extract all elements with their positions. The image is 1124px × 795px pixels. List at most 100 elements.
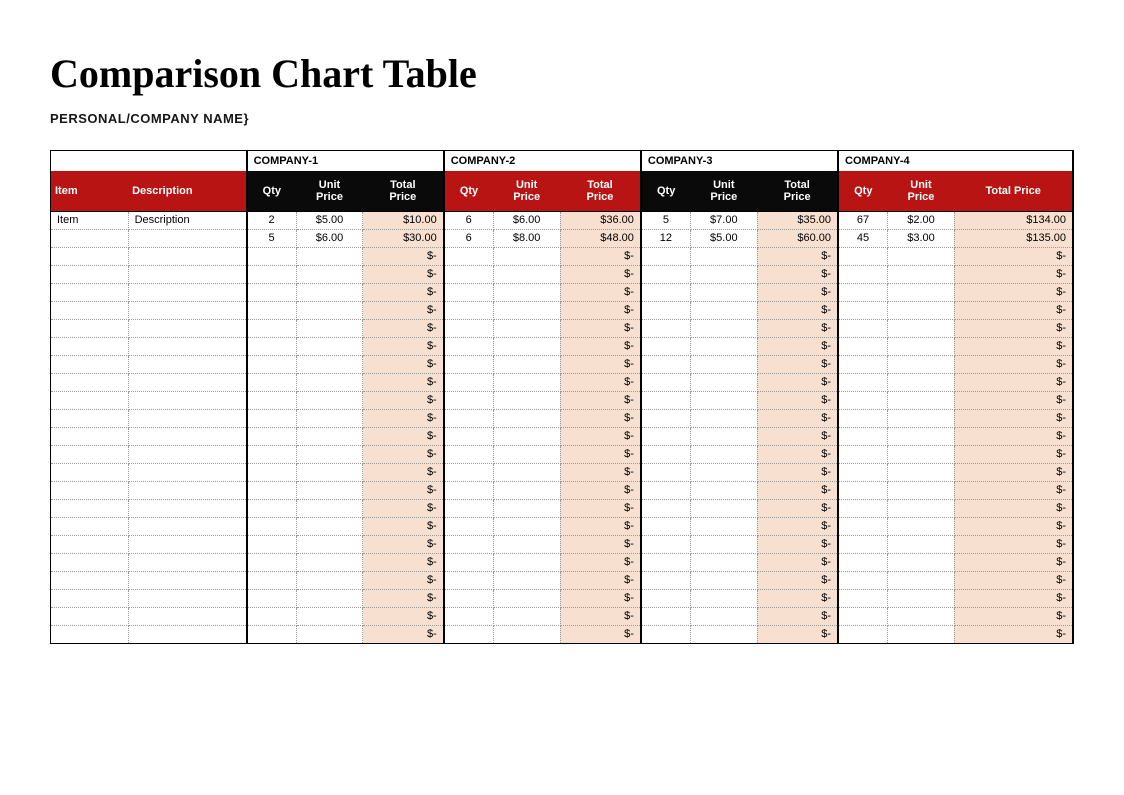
cell-unit-c3[interactable] bbox=[690, 355, 757, 373]
cell-description[interactable] bbox=[128, 229, 247, 247]
cell-qty-c1[interactable] bbox=[247, 247, 297, 265]
cell-total-c4[interactable]: $- bbox=[954, 517, 1073, 535]
cell-total-c1[interactable]: $- bbox=[363, 553, 444, 571]
cell-unit-c2[interactable] bbox=[493, 499, 560, 517]
cell-unit-c4[interactable] bbox=[888, 373, 955, 391]
cell-qty-c1[interactable] bbox=[247, 337, 297, 355]
cell-qty-c4[interactable] bbox=[838, 499, 888, 517]
cell-unit-c4[interactable] bbox=[888, 481, 955, 499]
cell-qty-c4[interactable] bbox=[838, 589, 888, 607]
cell-unit-c4[interactable] bbox=[888, 535, 955, 553]
cell-qty-c1[interactable] bbox=[247, 535, 297, 553]
cell-item[interactable] bbox=[51, 355, 129, 373]
cell-qty-c1[interactable] bbox=[247, 481, 297, 499]
cell-unit-c4[interactable] bbox=[888, 247, 955, 265]
cell-qty-c3[interactable] bbox=[641, 535, 691, 553]
cell-description[interactable] bbox=[128, 517, 247, 535]
cell-unit-c3[interactable] bbox=[690, 481, 757, 499]
cell-unit-c1[interactable] bbox=[296, 301, 363, 319]
cell-total-c3[interactable]: $- bbox=[757, 265, 838, 283]
cell-unit-c2[interactable] bbox=[493, 319, 560, 337]
cell-unit-c4[interactable] bbox=[888, 553, 955, 571]
cell-unit-c2[interactable] bbox=[493, 517, 560, 535]
cell-total-c3[interactable]: $- bbox=[757, 499, 838, 517]
cell-item[interactable] bbox=[51, 301, 129, 319]
cell-total-c2[interactable]: $- bbox=[560, 499, 641, 517]
cell-unit-c1[interactable] bbox=[296, 535, 363, 553]
cell-unit-c1[interactable] bbox=[296, 445, 363, 463]
cell-qty-c4[interactable] bbox=[838, 409, 888, 427]
cell-total-c1[interactable]: $- bbox=[363, 607, 444, 625]
cell-qty-c3[interactable] bbox=[641, 589, 691, 607]
cell-total-c1[interactable]: $10.00 bbox=[363, 211, 444, 229]
cell-total-c4[interactable]: $- bbox=[954, 589, 1073, 607]
cell-unit-c4[interactable] bbox=[888, 427, 955, 445]
cell-unit-c2[interactable] bbox=[493, 463, 560, 481]
cell-description[interactable] bbox=[128, 283, 247, 301]
cell-qty-c1[interactable] bbox=[247, 607, 297, 625]
cell-total-c2[interactable]: $- bbox=[560, 625, 641, 643]
cell-qty-c2[interactable] bbox=[444, 517, 494, 535]
cell-total-c2[interactable]: $- bbox=[560, 247, 641, 265]
cell-qty-c4[interactable] bbox=[838, 283, 888, 301]
cell-qty-c1[interactable] bbox=[247, 571, 297, 589]
cell-total-c4[interactable]: $- bbox=[954, 247, 1073, 265]
cell-total-c2[interactable]: $- bbox=[560, 427, 641, 445]
cell-unit-c1[interactable] bbox=[296, 589, 363, 607]
cell-description[interactable] bbox=[128, 625, 247, 643]
cell-qty-c1[interactable] bbox=[247, 283, 297, 301]
cell-qty-c4[interactable]: 67 bbox=[838, 211, 888, 229]
cell-unit-c4[interactable] bbox=[888, 625, 955, 643]
cell-total-c4[interactable]: $135.00 bbox=[954, 229, 1073, 247]
cell-total-c1[interactable]: $- bbox=[363, 319, 444, 337]
cell-item[interactable] bbox=[51, 445, 129, 463]
cell-unit-c3[interactable]: $7.00 bbox=[690, 211, 757, 229]
cell-qty-c1[interactable] bbox=[247, 409, 297, 427]
cell-qty-c4[interactable] bbox=[838, 247, 888, 265]
cell-total-c3[interactable]: $- bbox=[757, 445, 838, 463]
cell-total-c1[interactable]: $30.00 bbox=[363, 229, 444, 247]
cell-qty-c3[interactable] bbox=[641, 373, 691, 391]
cell-total-c4[interactable]: $- bbox=[954, 553, 1073, 571]
cell-unit-c2[interactable] bbox=[493, 427, 560, 445]
cell-unit-c4[interactable] bbox=[888, 391, 955, 409]
cell-total-c1[interactable]: $- bbox=[363, 445, 444, 463]
cell-total-c3[interactable]: $- bbox=[757, 391, 838, 409]
cell-total-c2[interactable]: $- bbox=[560, 589, 641, 607]
cell-item[interactable] bbox=[51, 373, 129, 391]
cell-unit-c4[interactable] bbox=[888, 319, 955, 337]
cell-item[interactable] bbox=[51, 589, 129, 607]
cell-qty-c4[interactable] bbox=[838, 301, 888, 319]
cell-qty-c3[interactable] bbox=[641, 265, 691, 283]
cell-qty-c2[interactable] bbox=[444, 445, 494, 463]
cell-unit-c3[interactable] bbox=[690, 445, 757, 463]
cell-total-c1[interactable]: $- bbox=[363, 337, 444, 355]
cell-total-c3[interactable]: $- bbox=[757, 337, 838, 355]
cell-total-c1[interactable]: $- bbox=[363, 427, 444, 445]
cell-total-c3[interactable]: $- bbox=[757, 481, 838, 499]
cell-unit-c1[interactable] bbox=[296, 571, 363, 589]
cell-total-c1[interactable]: $- bbox=[363, 373, 444, 391]
cell-qty-c1[interactable] bbox=[247, 427, 297, 445]
cell-description[interactable] bbox=[128, 319, 247, 337]
cell-description[interactable] bbox=[128, 427, 247, 445]
cell-item[interactable] bbox=[51, 283, 129, 301]
cell-total-c3[interactable]: $35.00 bbox=[757, 211, 838, 229]
cell-unit-c3[interactable] bbox=[690, 283, 757, 301]
cell-qty-c3[interactable] bbox=[641, 337, 691, 355]
cell-unit-c3[interactable] bbox=[690, 265, 757, 283]
cell-total-c4[interactable]: $- bbox=[954, 409, 1073, 427]
cell-total-c1[interactable]: $- bbox=[363, 535, 444, 553]
cell-unit-c1[interactable] bbox=[296, 373, 363, 391]
cell-unit-c1[interactable] bbox=[296, 319, 363, 337]
cell-total-c4[interactable]: $- bbox=[954, 607, 1073, 625]
cell-total-c4[interactable]: $- bbox=[954, 283, 1073, 301]
cell-total-c4[interactable]: $- bbox=[954, 265, 1073, 283]
cell-total-c3[interactable]: $- bbox=[757, 427, 838, 445]
cell-total-c1[interactable]: $- bbox=[363, 589, 444, 607]
cell-qty-c4[interactable] bbox=[838, 625, 888, 643]
cell-qty-c4[interactable] bbox=[838, 463, 888, 481]
cell-unit-c1[interactable] bbox=[296, 499, 363, 517]
cell-description[interactable] bbox=[128, 553, 247, 571]
cell-unit-c3[interactable] bbox=[690, 301, 757, 319]
